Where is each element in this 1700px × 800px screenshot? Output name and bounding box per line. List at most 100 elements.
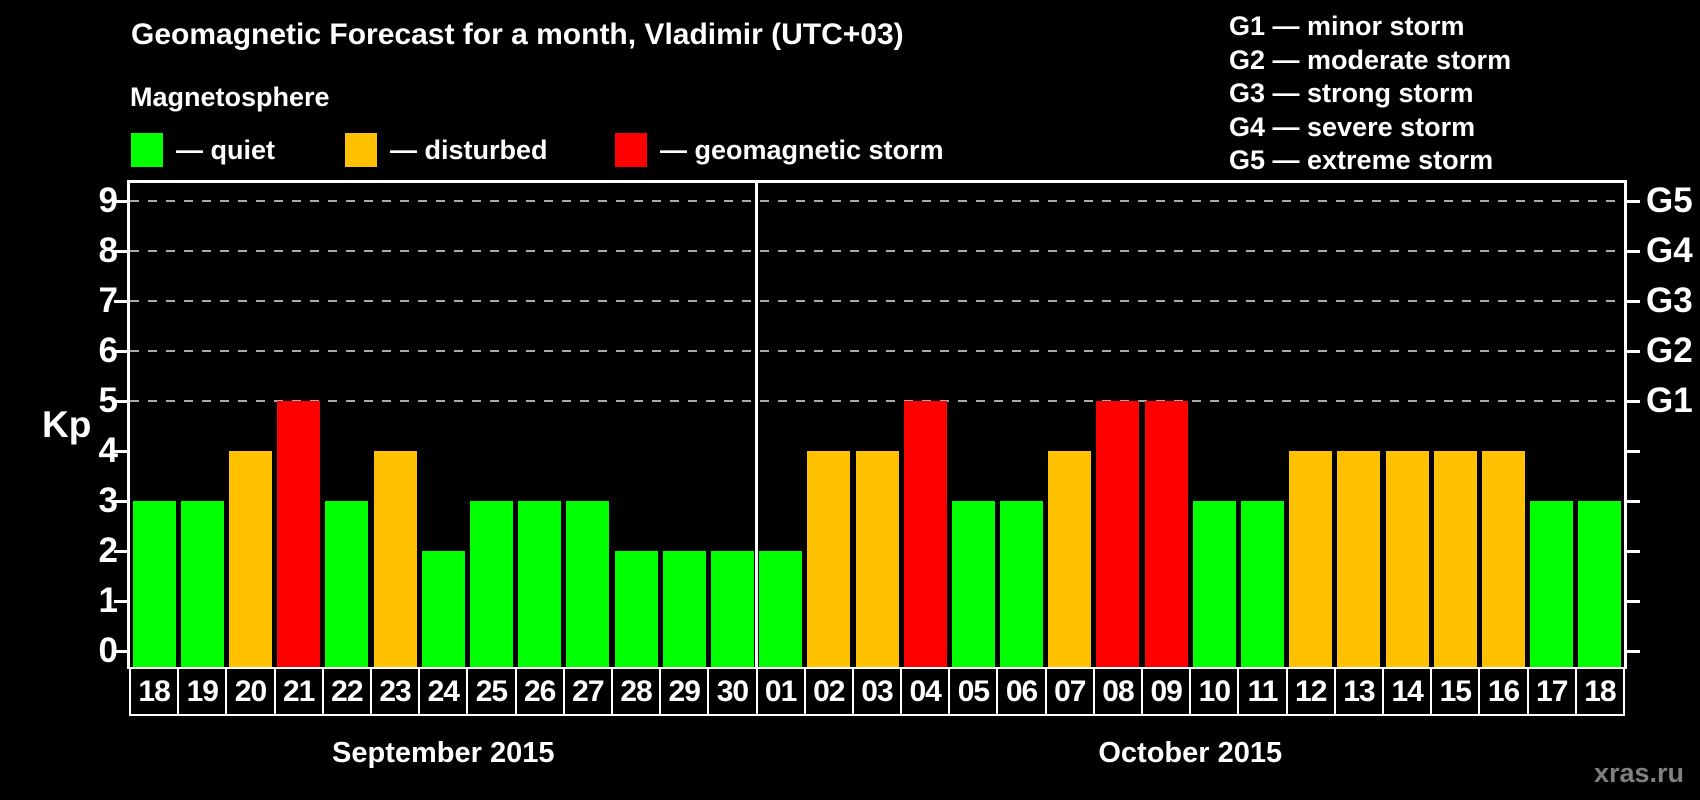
kp-bar-day-11: [1241, 501, 1285, 667]
legend-item-label: — disturbed: [390, 135, 548, 165]
kp-bar-day-17: [1530, 501, 1574, 667]
day-label-22: 22: [321, 667, 372, 716]
kp-bar-day-15: [1433, 451, 1477, 667]
kp-bar-day-22: [325, 501, 369, 667]
kp-bar-day-01: [759, 551, 803, 667]
disturbed-color-swatch: [345, 133, 377, 167]
day-label-07: 07: [1044, 667, 1095, 716]
kp-bar-day-25: [469, 501, 513, 667]
gridline-kp9: [130, 200, 1624, 202]
kp-bar-day-04: [903, 401, 947, 667]
kp-bar-day-07: [1048, 451, 1092, 667]
kp-bar-day-28: [614, 551, 658, 667]
day-label-19: 19: [177, 667, 228, 716]
gridline-kp6: [130, 350, 1624, 352]
y-axis-tick-label: 3: [98, 481, 118, 520]
y-axis-tick-left: [114, 450, 127, 453]
day-label-30: 30: [707, 667, 758, 716]
legend-item-label: — quiet: [176, 135, 275, 165]
gridline-kp5: [130, 400, 1624, 402]
y-axis-tick-left: [114, 650, 127, 653]
y-axis-tick-label: 6: [98, 331, 118, 370]
plot-border-left: [127, 180, 130, 669]
day-label-13: 13: [1333, 667, 1385, 716]
y-axis-tick-label: 5: [98, 381, 118, 420]
storm-scale-g2: G2 — moderate storm: [1229, 44, 1512, 75]
day-label-05: 05: [948, 667, 999, 716]
y-axis-tick-right: [1627, 500, 1640, 503]
kp-bar-day-20: [228, 451, 272, 667]
storm-scale-g4: G4 — severe storm: [1229, 111, 1476, 142]
day-label-01: 01: [755, 667, 806, 716]
day-label-16: 16: [1478, 667, 1529, 716]
day-label-08: 08: [1092, 667, 1144, 716]
y-axis-tick-left: [114, 400, 127, 403]
storm-color-swatch: [615, 133, 647, 167]
kp-bar-day-21: [277, 401, 321, 667]
day-label-14: 14: [1382, 667, 1433, 716]
page-title: Geomagnetic Forecast for a month, Vladim…: [131, 18, 904, 51]
day-label-03: 03: [851, 667, 903, 716]
y-axis-tick-right: [1627, 550, 1640, 553]
y-axis-tick-right: [1627, 650, 1640, 653]
y-axis-tick-left: [114, 500, 127, 503]
month-label-1: September 2015: [332, 737, 555, 769]
gridline-kp7: [130, 300, 1624, 302]
y-axis-tick-left: [114, 350, 127, 353]
kp-bar-day-05: [951, 501, 995, 667]
legend-item-label: — geomagnetic storm: [660, 135, 944, 165]
kp-bar-day-08: [1096, 401, 1140, 667]
plot-border-right: [1624, 180, 1627, 669]
kp-bar-day-06: [1000, 501, 1044, 667]
y-axis-tick-right: [1627, 300, 1640, 303]
day-label-15: 15: [1430, 667, 1481, 716]
day-label-18: 18: [1574, 667, 1625, 716]
month-separator: [755, 180, 759, 667]
y-axis-tick-left: [114, 200, 127, 203]
y-axis-tick-label: 9: [98, 181, 118, 220]
day-label-17: 17: [1526, 667, 1577, 716]
kp-bar-day-27: [566, 501, 610, 667]
y-axis-tick-right: [1627, 450, 1640, 453]
storm-scale-g1: G1 — minor storm: [1229, 11, 1465, 41]
y-axis-tick-left: [114, 600, 127, 603]
day-label-27: 27: [562, 667, 613, 716]
day-label-23: 23: [369, 667, 421, 716]
storm-scale-g5: G5 — extreme storm: [1229, 145, 1494, 175]
month-label-2: October 2015: [1098, 737, 1283, 769]
day-label-28: 28: [610, 667, 662, 716]
day-label-12: 12: [1285, 667, 1336, 716]
y-axis-tick-label: 4: [98, 431, 118, 470]
kp-bar-day-18: [132, 501, 176, 667]
kp-bar-day-23: [373, 451, 417, 667]
day-label-24: 24: [418, 667, 469, 716]
kp-bar-day-02: [807, 451, 851, 667]
kp-bar-day-18: [1578, 501, 1622, 667]
kp-bar-day-12: [1289, 451, 1333, 667]
kp-bar-day-26: [518, 501, 562, 667]
magnetosphere-legend-title: Magnetosphere: [130, 82, 330, 112]
right-axis-label-g5: G5: [1646, 181, 1693, 220]
y-axis-tick-left: [114, 300, 127, 303]
day-label-09: 09: [1141, 667, 1192, 716]
y-axis-tick-right: [1627, 400, 1640, 403]
right-axis-label-g4: G4: [1646, 231, 1693, 270]
y-axis-tick-label: 8: [98, 231, 118, 270]
gridline-kp8: [130, 250, 1624, 252]
day-label-06: 06: [996, 667, 1047, 716]
storm-scale-legend: G1 — minor storm G2 — moderate storm G3 …: [1229, 10, 1511, 178]
y-axis-tick-label: 1: [98, 581, 118, 620]
quiet-color-swatch: [131, 133, 163, 167]
y-axis-title: Kp: [42, 404, 92, 445]
plot-border-top: [127, 180, 1627, 183]
day-label-02: 02: [803, 667, 854, 716]
y-axis-tick-right: [1627, 350, 1640, 353]
right-axis-label-g1: G1: [1646, 381, 1693, 420]
day-label-10: 10: [1189, 667, 1240, 716]
kp-bar-day-29: [662, 551, 706, 667]
y-axis-tick-left: [114, 550, 127, 553]
y-axis-tick-right: [1627, 600, 1640, 603]
y-axis-tick-left: [114, 250, 127, 253]
y-axis-tick-label: 2: [98, 531, 118, 570]
